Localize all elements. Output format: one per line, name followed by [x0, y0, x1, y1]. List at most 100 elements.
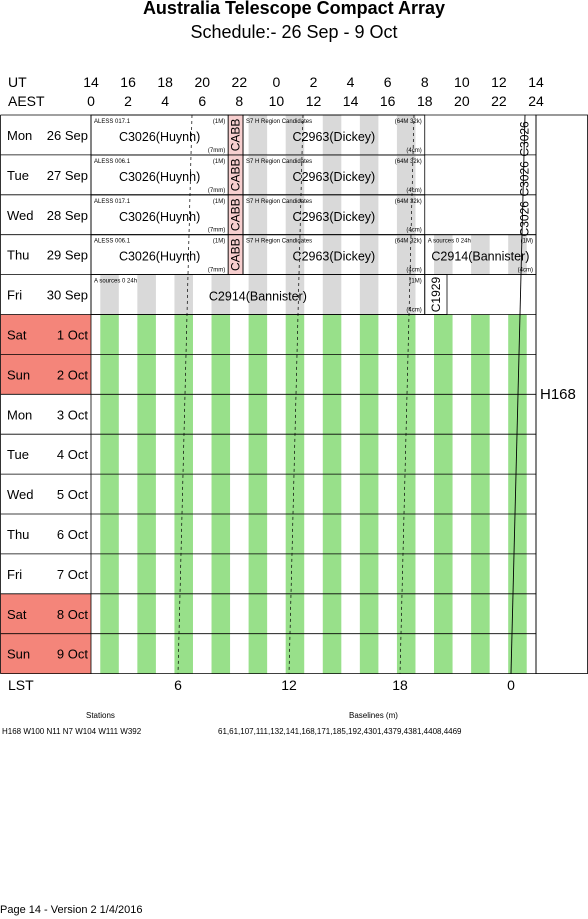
block-stripe: [396, 194, 416, 235]
free-time-stripe: [508, 514, 527, 554]
day-name: Tue: [7, 168, 29, 183]
free-time-stripe: [396, 394, 416, 435]
free-time-stripe: [211, 314, 231, 355]
ut-tick-label: 18: [157, 74, 173, 90]
block-stripe: [322, 154, 342, 195]
block-config-tag: (1M): [213, 199, 225, 205]
free-time-stripe: [471, 553, 490, 594]
free-time-stripe: [211, 593, 231, 634]
free-time-stripe: [322, 553, 342, 594]
free-time-stripe: [471, 593, 490, 634]
block-config-tag: (1M): [213, 159, 225, 165]
block-band-tag: (4cm): [518, 268, 533, 274]
block-stripe: [248, 274, 268, 315]
day-date: 2 Oct: [57, 367, 88, 382]
block-stripe: [285, 234, 305, 275]
free-time-stripe: [434, 394, 453, 435]
free-time-stripe: [285, 434, 305, 475]
free-time-stripe: [508, 553, 527, 594]
weekend-cell: [0, 633, 91, 674]
lst-tick-label: 12: [281, 677, 297, 693]
day-name: Sun: [7, 367, 30, 382]
free-time-stripe: [174, 354, 193, 395]
day-date: 6 Oct: [57, 527, 88, 542]
day-date: 26 Sep: [47, 128, 88, 143]
aest-tick-label: 20: [454, 93, 470, 109]
block-label-vertical: CABB: [229, 119, 243, 152]
aest-tick-label: 16: [379, 93, 396, 109]
block-label-vertical: C1929: [429, 277, 443, 313]
block-band-tag: (4cm): [406, 268, 421, 274]
block-stripe: [396, 154, 416, 195]
free-time-stripe: [322, 474, 342, 514]
free-time-stripe: [285, 394, 305, 435]
block-label-vertical: C3026: [518, 201, 532, 237]
free-time-stripe: [322, 434, 342, 475]
free-time-stripe: [508, 354, 527, 395]
day-date: 28 Sep: [47, 208, 88, 223]
aest-tick-label: 24: [528, 93, 544, 109]
block-stripe: [471, 234, 490, 275]
day-name: Mon: [7, 407, 32, 422]
free-time-stripe: [174, 514, 193, 554]
free-time-stripe: [359, 474, 379, 514]
block-config-tag: (1M): [213, 239, 225, 245]
day-name: Tue: [7, 447, 29, 462]
aest-tick-label: 14: [342, 93, 359, 109]
block-label-vertical: CABB: [229, 238, 243, 271]
day-date: 29 Sep: [47, 248, 88, 263]
lst-zero-line: [510, 114, 526, 674]
block-stripe: [285, 154, 305, 195]
ut-tick-label: 20: [194, 74, 211, 90]
free-time-stripe: [248, 593, 268, 634]
block-band-tag: (4cm): [406, 188, 421, 194]
block-stripe: [322, 194, 342, 235]
ut-tick-label: 2: [309, 74, 318, 90]
free-time-stripe: [396, 434, 416, 475]
day-name: Thu: [7, 527, 29, 542]
free-time-stripe: [471, 354, 490, 395]
free-time-stripe: [396, 354, 416, 395]
free-time-stripe: [100, 633, 119, 674]
block-label-vertical: CABB: [229, 198, 243, 231]
chart-subtitle: Schedule:- 26 Sep - 9 Oct: [190, 22, 398, 42]
ut-tick-label: 10: [454, 74, 470, 90]
free-time-stripe: [396, 633, 416, 674]
free-time-stripe: [471, 434, 490, 475]
ut-tick-label: 16: [120, 74, 136, 90]
free-time-stripe: [322, 314, 342, 355]
baselines-list: 61,61,107,111,132,141,168,171,185,192,43…: [218, 727, 462, 736]
free-time-stripe: [174, 394, 193, 435]
block-band-tag: (7mm): [208, 228, 225, 234]
block-stripe: [248, 194, 268, 235]
free-time-stripe: [100, 514, 119, 554]
block-project-label: C2963(Dickey): [293, 210, 376, 224]
day-name: Sun: [7, 647, 30, 662]
block-stripe: [434, 234, 453, 275]
free-time-stripe: [211, 354, 231, 395]
free-time-stripe: [508, 434, 527, 475]
block-band-tag: (7mm): [208, 268, 225, 274]
free-time-stripe: [211, 434, 231, 475]
free-time-stripe: [359, 633, 379, 674]
lst-tick-label: 18: [392, 677, 408, 693]
free-time-stripe: [248, 434, 268, 475]
block-source-note: S7 H Region Candidates: [246, 199, 312, 205]
free-time-stripe: [100, 434, 119, 475]
block-stripe: [285, 194, 305, 235]
ut-tick-label: 12: [491, 74, 507, 90]
block-project-label: C3026(Huynh): [119, 250, 200, 264]
ut-axis-label: UT: [8, 74, 27, 90]
block-source-note: ALESS 006.1: [94, 159, 131, 165]
aest-tick-label: 6: [198, 93, 207, 109]
free-time-stripe: [137, 593, 156, 634]
block-project-label: C3026(Huynh): [119, 210, 200, 224]
day-date: 4 Oct: [57, 447, 88, 462]
day-date: 30 Sep: [47, 288, 88, 303]
weekend-cell: [0, 593, 91, 634]
day-date: 3 Oct: [57, 407, 88, 422]
day-name: Thu: [7, 248, 29, 263]
free-time-stripe: [508, 593, 527, 634]
aest-tick-label: 22: [491, 93, 507, 109]
day-date: 5 Oct: [57, 487, 88, 502]
